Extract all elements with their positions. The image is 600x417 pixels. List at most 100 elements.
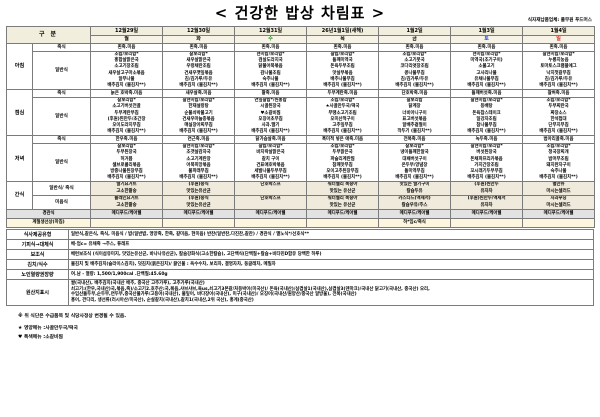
menu-item: 배추김치 (물김치**) (179, 175, 218, 181)
bap-label-2: 일반식 (31, 143, 92, 183)
snack-item: 사과푸딩 (550, 196, 567, 202)
menu-item: 조밥/보리밥* (114, 52, 139, 57)
date-header-6: 1월4일 (522, 26, 596, 36)
snack-item: 맛있는유산균 (186, 188, 211, 194)
tube-feed-cell: 메디푸드/케어웰 (234, 208, 308, 219)
menu-item: 배추김치 (물김치**) (539, 82, 578, 88)
origin-line: 홍어, 깐다리, 생선류(러시아산/미국산), 순살갈치(국내산),갈치1(국내… (71, 298, 254, 304)
bap-label-0: 일반식 (31, 50, 92, 91)
menu-item: 배추김치 (물김치**) (251, 129, 290, 135)
info-value-2: 배런보조식 (식이섬유미지, 맛있는유산균, 바나나유산균), 칼슘강화식(고소… (68, 248, 594, 260)
menu-item: 두부맑은국 (332, 150, 353, 156)
supplier-label: 식자재납품업체: 풀무원 푸드머스 (527, 18, 592, 23)
juk-cell: 새우살죽.미음 (162, 89, 236, 99)
snack-item: 맛있는유산균 (186, 202, 211, 208)
menu-item: 방중나물된장무침 (110, 169, 143, 174)
menu-item: 건표애호박볶음 (256, 162, 285, 168)
menu-item: 배추김치 (물김치**) (251, 175, 290, 181)
snack-item: 고소한팥숭 (116, 188, 137, 194)
juk-label-0: 죽식 (31, 43, 92, 52)
juk-cell: 한우죽.미음 (90, 135, 164, 145)
menu-item: 표고버섯볶음 (402, 116, 427, 122)
snack-cell: 워터젤리 복숭아 맛있는 유산균 (306, 181, 380, 197)
menu-item: 밤머무조림 (548, 156, 569, 162)
menu-item: 두부된장국 (116, 150, 137, 156)
menu-item: 참나물무침 (476, 122, 497, 128)
menu-item: 찰밥/보리밥* (330, 52, 355, 57)
menu-cell: 찰현미밥/보리밥* 누룽지눙음 토마토스크램블에그 낙지젓갈무침 김/김가루/두유 배추김… (522, 50, 596, 91)
footer-change-note: ※ 위 식단은 수급품목 및 식당사정상 변경될 수 있음. (18, 313, 127, 319)
menu-item: 새우살고구마소볶음 (108, 70, 145, 76)
menu-item: 소불고기 (478, 64, 495, 70)
menu-item: 냉이들깨한알국 (400, 150, 429, 156)
menu-cell: 조밥/보리밥* 두부맑은국 파슬리계란찜 참깨맛무침 오이고추된장무침 배추김치 (물김치… (306, 143, 380, 183)
menu-item: 현미밥/보리밥* (256, 52, 285, 57)
info-label-3: 김치/식수 (6, 258, 69, 270)
menu-item: 배추김치 (물김치**) (395, 175, 434, 181)
snack-cell: 카스타드(액세서) 칼슘우유/주스 (378, 195, 452, 210)
weekday-header-6: 일 (522, 35, 596, 44)
menu-item: 배추김치 (물김치**) (323, 129, 362, 135)
season-row-cell (90, 217, 164, 228)
menu-cell: 찰밥/보리밥* 들깨미역국 돈육두부조림 맛살부볶음 배추나물무침 배추김치 (물김치**… (306, 50, 380, 91)
menu-item: 배추김치 (물김치**) (107, 82, 146, 88)
menu-cell: 찰보리밥* 새우살맑은국 우렁채란조림 건새우깻잎볶음 김/김가루/두유 배추김치 (물김… (162, 50, 236, 91)
menu-item: 오미산적구이 (330, 116, 355, 122)
origin-line: 쇠고기:(한우,국내산)국,볶음,죽)/소고기2.호주산:국,볶음,샤브샤브,육… (71, 286, 430, 292)
snack-item: 워터젤리 복숭아 (327, 182, 358, 188)
menu-item: 찰현미밥/보리밥* (182, 98, 215, 104)
info-table: 식사제공유형 일반식,갈은식, 죽식, 미음식 / 밥(일반밥, 영양죽, 한죽,… (6, 228, 594, 306)
menu-item: 조밥/보리밥* (546, 144, 571, 150)
tube-feed-cell: 메디푸드/케어웰 (378, 208, 452, 219)
juk-cell: 팥죽.미음 (234, 89, 308, 99)
info-label-4: 노인열량권장량 (6, 268, 69, 280)
tube-feed-cell: 메디푸드/케어웰 (90, 208, 164, 219)
menu-item: 감나물조림 (260, 70, 281, 76)
menu-item: 시골된장국 (260, 104, 281, 110)
weekday-header-1: 화 (162, 35, 236, 44)
snack-item: 마시는샐러드 (546, 202, 571, 208)
weekday-header-5: 토 (450, 35, 524, 44)
menu-item: 등배탕 (480, 104, 493, 110)
menu-item: 배추김치 (물김치**) (107, 175, 146, 181)
snack-item: (후원)찐만두 (474, 182, 499, 188)
snack-cell: 단호박스프 (234, 195, 308, 210)
menu-item: 홍합살맑은국 (114, 58, 139, 64)
juk-cell: 흑미적 넣은 애죽.미음 (306, 135, 380, 145)
juk-label-1: 죽식 (31, 89, 92, 99)
menu-item: 세발나물두부무침 (254, 169, 287, 174)
menu-item: 조밥/보리밥* (330, 98, 355, 104)
menu-item: 낙지젓갈무침 (546, 70, 571, 76)
menu-table: 구 분 12월29일 12월30일 12월31일 26년1월1일(새해) 1월2일 1월3일… (5, 26, 596, 228)
juk-cell: 들깨버섯죽.미음 (450, 89, 524, 99)
menu-item: 참깨맛무침 (332, 162, 353, 168)
tube-feed-cell: 메디푸드/케어웰 (306, 208, 380, 219)
info-label-5: 원산지표시 (6, 278, 69, 306)
menu-cell: 찰현미밥/보리밥* 조갯살감자국 소고기계란장 어묵피망볶음 물파래무침 배추김치 (물김… (162, 143, 236, 183)
menu-cell: 조밥/보리밥* 소고기뭇국 코다리엿장조림 콩나물무침 김/김가루/두유 배추김치 (물김… (378, 50, 452, 91)
page-title: < 건강한 밥상 차림표 > (214, 4, 386, 22)
snack-item: 단호박스프 (260, 182, 281, 188)
tube-feed-cell: 메디푸드/케어웰 (522, 208, 596, 219)
menu-item: 건새우마늘종볶음 (182, 116, 215, 122)
juk-cell: 전복죽.미음 (378, 135, 452, 145)
menu-item: 무땡소고기조림 (328, 110, 357, 116)
juk-cell: 단호박죽.미음 (378, 89, 452, 99)
menu-cell: 찰보리밥 닭계장 너비아니구이 표고버섯볶음 알배추겉절이 깍두기 (물김치**) (378, 97, 452, 137)
menu-item: 청국장찌개 (548, 150, 569, 156)
menu-item: 맛살부볶음 (332, 70, 353, 76)
menu-cell: 찰밥/보리밥* 바지락살맑은국 갈치 구이 건표애호박볶음 세발나물두부무침 배추김치 (… (234, 143, 308, 183)
menu-cell: 조밥/보리밥* ★사골만두국/떡국 무땡소고기조림 오미산적구이 고추잎무침 배추김치 (… (306, 97, 380, 137)
info-value-3: 물김치 및 배추김치(슬라이스김치), 덧김치(묽은김치)/ 끓인물 : 옥수수… (68, 258, 594, 270)
footer-notes: ※ 위 식단은 수급품목 및 식당사정상 변경될 수 있음. ★ 영양메뉴 :사… (6, 312, 594, 342)
snack-cell: (후원)중식 맛있는유산균 (162, 195, 236, 210)
snack-sublabel-1: 미음식 (31, 195, 92, 210)
menu-item: 콩나물무침 (404, 70, 425, 76)
menu-item: 배추김치 (물김치**) (467, 82, 506, 88)
menu-item: 연잎찰밥*/찐홍합 (254, 98, 287, 104)
menu-cell: 찰보리밥* 두부된장국 허거픔 샐브로콜리볶음 방중나물된장무침 배추김치 (물김치**) (90, 143, 164, 183)
tube-feed-cell: 메디푸드/케어웰 (162, 208, 236, 219)
menu-item: 토마토스크램블에그 (540, 64, 577, 70)
bap-label-1: 일반식 (31, 97, 92, 137)
menu-item: 짜장소스 (550, 110, 567, 116)
